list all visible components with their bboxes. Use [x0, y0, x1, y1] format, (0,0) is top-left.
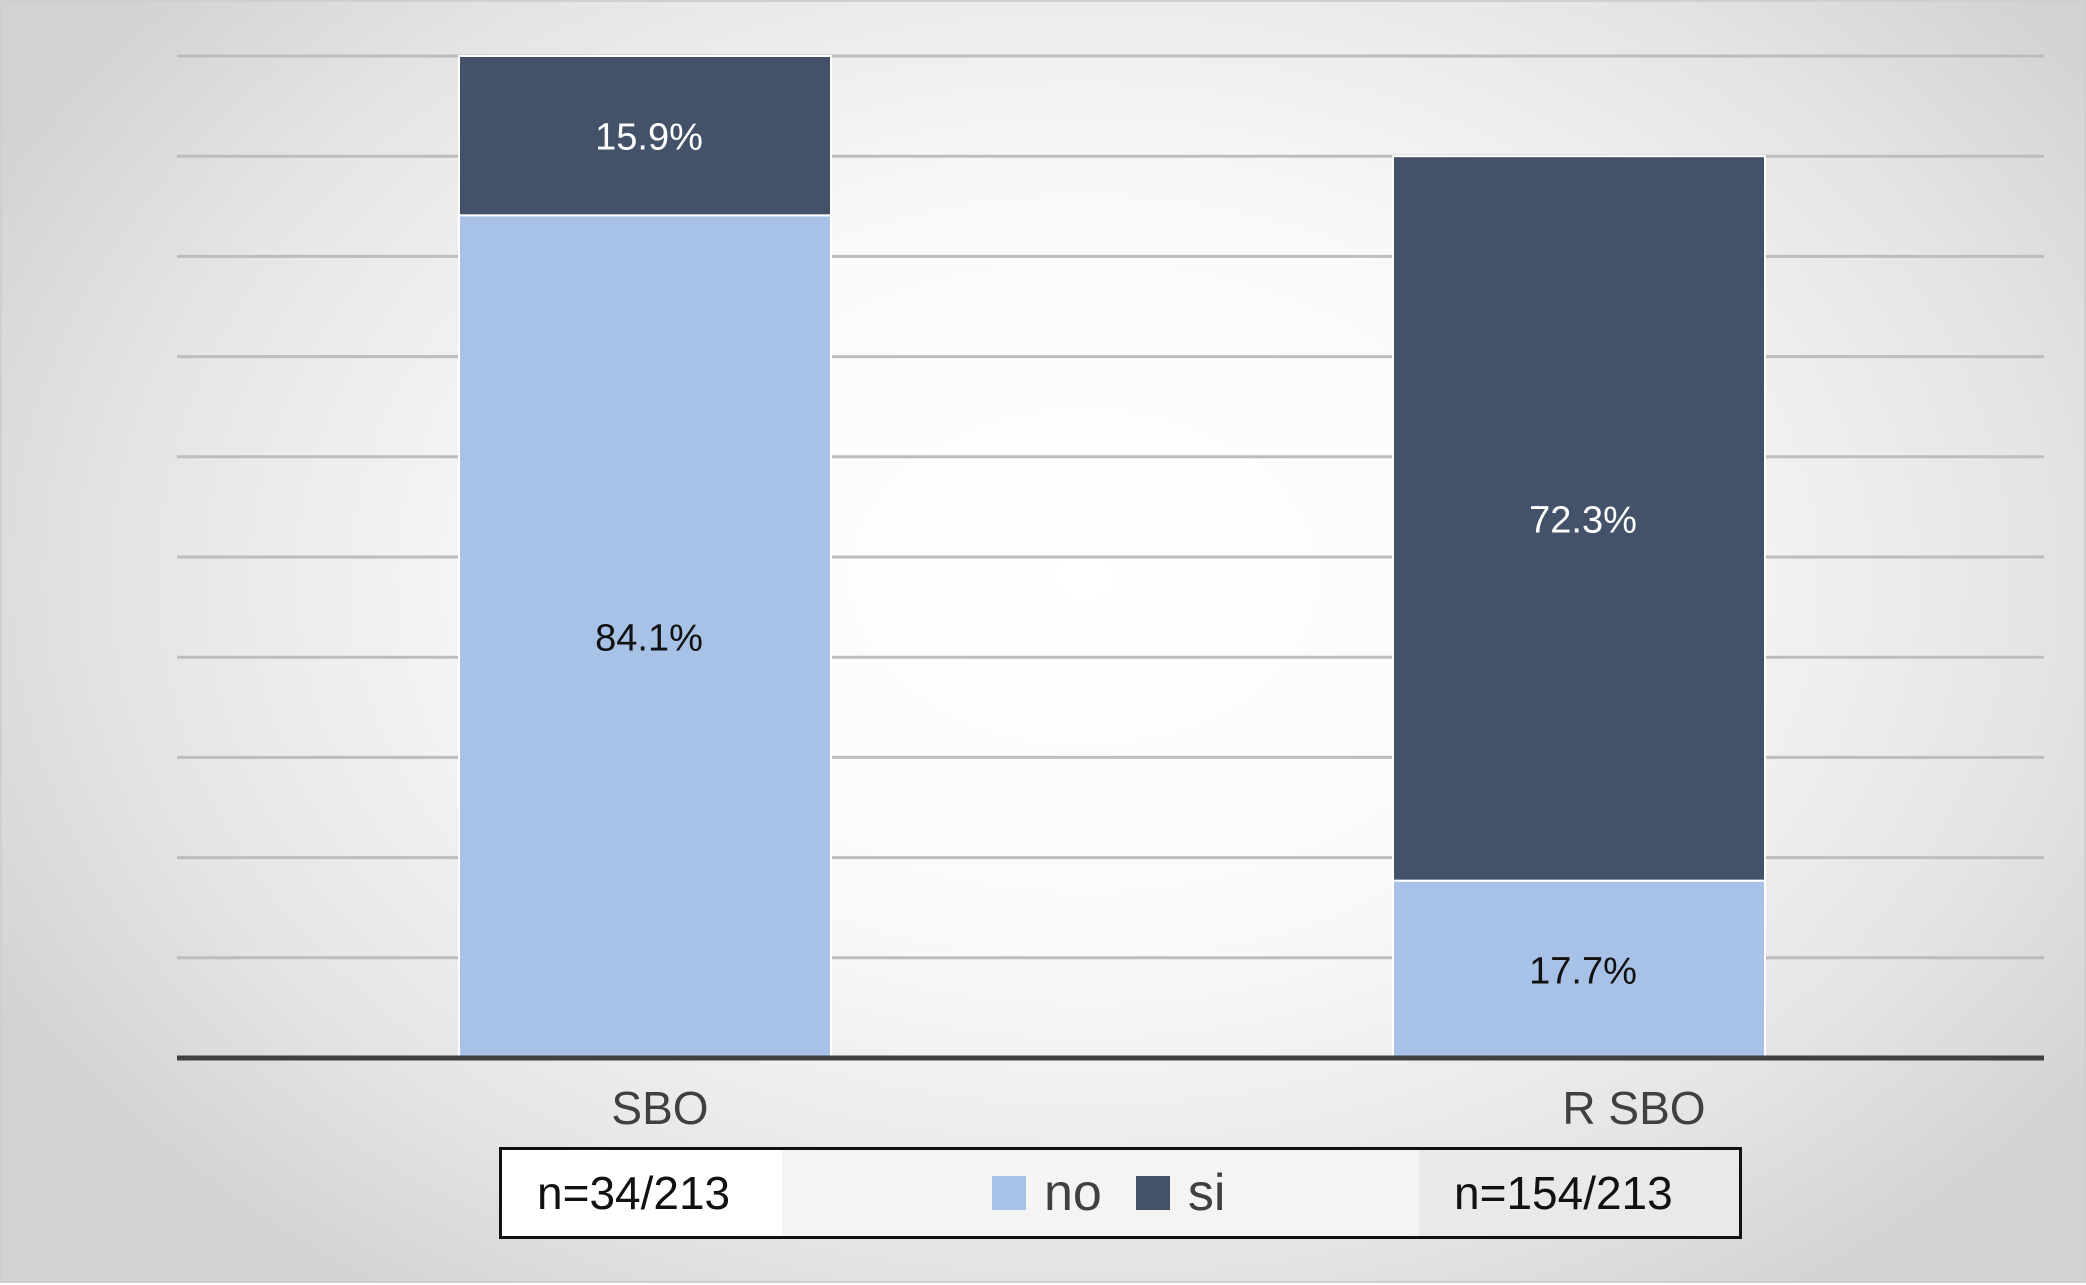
data-label-no-1: 17.7% — [1529, 950, 1637, 992]
data-label-si-0: 15.9% — [595, 117, 703, 159]
legend-box: n=34/213 no si n=154/213 — [499, 1147, 1742, 1239]
legend-swatch-si — [1135, 1176, 1170, 1210]
data-label-no-0: 84.1% — [595, 618, 703, 660]
category-label-1: R SBO — [1562, 1082, 1705, 1134]
sample-size-r-sbo: n=154/213 — [1419, 1150, 1739, 1236]
category-label-0: SBO — [611, 1082, 708, 1134]
bar-segment-si-0 — [458, 55, 832, 217]
legend-label-si: si — [1187, 1164, 1226, 1222]
sample-size-sbo: n=34/213 — [502, 1150, 782, 1236]
bar-segment-si-1 — [1392, 155, 1766, 882]
legend-item-si: si — [1135, 1163, 1226, 1223]
legend-swatch-no — [992, 1176, 1026, 1210]
legend-label-no: no — [1044, 1164, 1102, 1222]
legend-item-no: no — [992, 1163, 1102, 1223]
legend: no si — [992, 1150, 1225, 1236]
data-label-si-1: 72.3% — [1529, 499, 1637, 541]
